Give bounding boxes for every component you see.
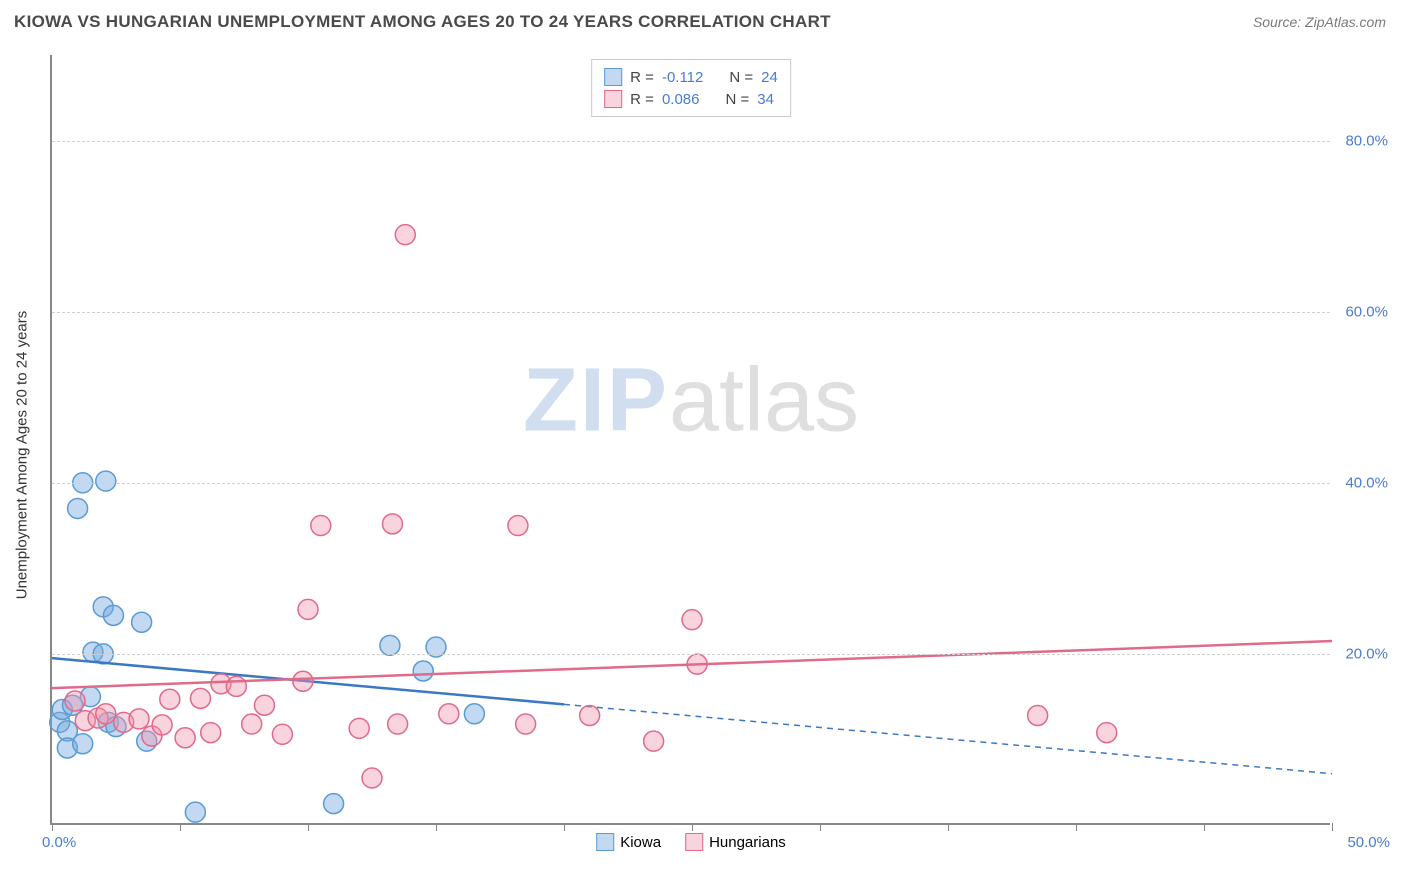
series-legend: Kiowa Hungarians: [596, 833, 786, 851]
x-axis-min-label: 0.0%: [42, 834, 76, 851]
data-point: [508, 516, 528, 536]
x-tick: [948, 823, 949, 831]
data-point: [73, 734, 93, 754]
x-tick: [564, 823, 565, 831]
legend-r-value: 0.086: [662, 91, 700, 108]
data-point: [349, 718, 369, 738]
data-point: [185, 802, 205, 822]
y-tick-label: 60.0%: [1345, 303, 1388, 320]
x-tick: [1076, 823, 1077, 831]
legend-n-value: 24: [761, 69, 778, 86]
data-point: [1097, 723, 1117, 743]
chart-header: KIOWA VS HUNGARIAN UNEMPLOYMENT AMONG AG…: [0, 0, 1406, 40]
data-point: [129, 709, 149, 729]
data-point: [293, 671, 313, 691]
data-point: [682, 610, 702, 630]
chart-container: Unemployment Among Ages 20 to 24 years Z…: [50, 55, 1390, 855]
data-point: [254, 695, 274, 715]
data-point: [388, 714, 408, 734]
data-point: [439, 704, 459, 724]
data-point: [65, 691, 85, 711]
x-tick: [820, 823, 821, 831]
data-point: [382, 514, 402, 534]
data-point: [190, 688, 210, 708]
legend-row-hungarians: R = 0.086 N = 34: [604, 88, 778, 110]
data-point: [242, 714, 262, 734]
y-axis-title: Unemployment Among Ages 20 to 24 years: [14, 311, 31, 600]
legend-r-label: R =: [630, 91, 654, 108]
x-tick: [180, 823, 181, 831]
series-label-kiowa: Kiowa: [620, 834, 661, 851]
chart-title: KIOWA VS HUNGARIAN UNEMPLOYMENT AMONG AG…: [14, 12, 831, 32]
y-tick-label: 40.0%: [1345, 474, 1388, 491]
data-point: [311, 516, 331, 536]
data-point: [272, 724, 292, 744]
gridline: [52, 654, 1330, 655]
x-tick: [692, 823, 693, 831]
legend-n-value: 34: [757, 91, 774, 108]
data-point: [413, 661, 433, 681]
series-swatch-kiowa: [596, 833, 614, 851]
legend-swatch-hungarians: [604, 90, 622, 108]
data-point: [324, 794, 344, 814]
y-tick-label: 80.0%: [1345, 132, 1388, 149]
data-point: [152, 715, 172, 735]
data-point: [226, 676, 246, 696]
x-tick: [1332, 823, 1333, 831]
x-tick: [436, 823, 437, 831]
gridline: [52, 141, 1330, 142]
legend-n-label: N =: [729, 69, 753, 86]
data-point: [516, 714, 536, 734]
data-point: [160, 689, 180, 709]
data-point: [96, 471, 116, 491]
trend-line: [52, 641, 1332, 688]
data-point: [1028, 705, 1048, 725]
data-point: [395, 225, 415, 245]
data-point: [132, 612, 152, 632]
data-point: [298, 599, 318, 619]
series-legend-kiowa: Kiowa: [596, 833, 661, 851]
legend-r-label: R =: [630, 69, 654, 86]
legend-r-value: -0.112: [662, 69, 703, 86]
source-attribution: Source: ZipAtlas.com: [1253, 14, 1386, 30]
data-point: [380, 635, 400, 655]
legend-swatch-kiowa: [604, 68, 622, 86]
x-tick: [308, 823, 309, 831]
data-point: [644, 731, 664, 751]
legend-row-kiowa: R = -0.112 N = 24: [604, 66, 778, 88]
data-point: [68, 498, 88, 518]
legend-n-label: N =: [725, 91, 749, 108]
gridline: [52, 312, 1330, 313]
gridline: [52, 483, 1330, 484]
plot-svg: [52, 55, 1332, 825]
series-label-hungarians: Hungarians: [709, 834, 786, 851]
data-point: [175, 728, 195, 748]
data-point: [362, 768, 382, 788]
x-tick: [52, 823, 53, 831]
trend-line-extrapolated: [564, 704, 1332, 773]
data-point: [103, 605, 123, 625]
data-point: [580, 705, 600, 725]
y-tick-label: 20.0%: [1345, 645, 1388, 662]
data-point: [464, 704, 484, 724]
series-swatch-hungarians: [685, 833, 703, 851]
x-tick: [1204, 823, 1205, 831]
data-point: [201, 723, 221, 743]
data-point: [96, 704, 116, 724]
correlation-legend: R = -0.112 N = 24 R = 0.086 N = 34: [591, 59, 791, 117]
plot-area: ZIPatlas R = -0.112 N = 24 R = 0.086 N =…: [50, 55, 1330, 825]
series-legend-hungarians: Hungarians: [685, 833, 786, 851]
x-axis-max-label: 50.0%: [1347, 834, 1390, 851]
